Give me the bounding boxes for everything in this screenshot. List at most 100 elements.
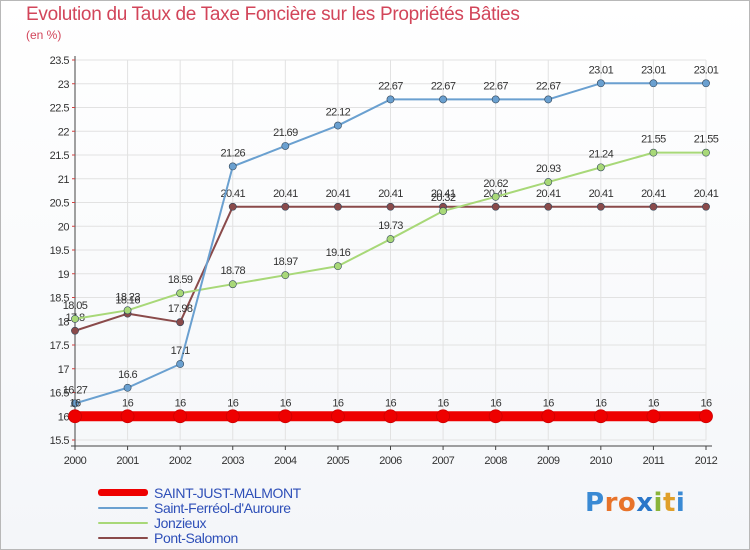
data-label: 20.41 xyxy=(589,188,614,200)
data-point xyxy=(544,202,553,211)
legend-swatch xyxy=(98,489,148,496)
data-label: 22.67 xyxy=(378,80,403,92)
data-label: 20.93 xyxy=(536,163,561,175)
y-tick-label: 20.5 xyxy=(50,198,70,210)
legend-label: Pont-Salomon xyxy=(154,529,238,546)
data-label: 16 xyxy=(332,397,344,409)
data-point xyxy=(123,306,132,315)
y-tick-label: 21 xyxy=(58,174,70,186)
x-tick-label: 2002 xyxy=(169,455,192,467)
data-label: 22.12 xyxy=(326,107,351,119)
logo-letter: t xyxy=(662,488,676,518)
x-tick-label: 2005 xyxy=(327,455,350,467)
data-point xyxy=(176,289,185,298)
data-label: 23.01 xyxy=(641,64,666,76)
y-tick-label: 22 xyxy=(58,126,70,138)
data-point xyxy=(281,202,290,211)
y-tick-label: 16.5 xyxy=(50,388,70,400)
data-point xyxy=(228,162,237,171)
data-point xyxy=(491,95,500,104)
x-tick-label: 2010 xyxy=(590,455,613,467)
data-label: 18.23 xyxy=(115,291,140,303)
x-tick-label: 2011 xyxy=(643,455,665,467)
y-tick-label: 21.5 xyxy=(50,150,70,162)
data-label: 16.27 xyxy=(63,384,88,396)
data-point xyxy=(436,409,450,424)
data-point xyxy=(383,409,398,424)
data-label: 16 xyxy=(227,397,239,409)
data-label: 16.6 xyxy=(118,369,137,381)
data-label: 21.55 xyxy=(641,134,666,146)
y-tick-label: 17.5 xyxy=(50,340,70,352)
x-tick-label: 2006 xyxy=(379,455,402,467)
data-label: 16 xyxy=(648,397,660,409)
data-point xyxy=(544,95,553,104)
data-point xyxy=(646,409,661,424)
data-label: 16 xyxy=(595,397,607,409)
data-point xyxy=(596,79,605,88)
data-point xyxy=(596,163,605,172)
data-point xyxy=(334,202,342,211)
legend-label: Jonzieux xyxy=(154,514,207,531)
data-point xyxy=(173,409,188,424)
data-point xyxy=(544,178,553,186)
data-point xyxy=(68,409,82,424)
data-label: 20.41 xyxy=(694,188,719,200)
y-tick-label: 23 xyxy=(58,79,70,91)
data-label: 16 xyxy=(280,397,292,409)
data-point xyxy=(488,409,503,424)
data-label: 21.26 xyxy=(220,147,245,159)
data-label: 22.67 xyxy=(536,80,561,92)
data-point xyxy=(491,192,500,201)
data-label: 16 xyxy=(490,397,502,409)
legend-item: Jonzieux xyxy=(98,514,301,531)
data-point xyxy=(334,262,342,271)
data-point xyxy=(225,409,240,424)
data-point xyxy=(386,235,395,243)
legend-item: Pont-Salomon xyxy=(98,529,301,546)
data-point xyxy=(123,383,132,392)
x-tick-label: 2008 xyxy=(484,455,507,467)
data-label: 18.97 xyxy=(273,256,298,268)
data-point xyxy=(439,207,447,215)
data-label: 22.67 xyxy=(483,80,508,92)
data-label: 16 xyxy=(69,397,81,409)
x-tick-label: 2012 xyxy=(695,455,718,467)
y-tick-label: 16 xyxy=(58,411,70,423)
data-label: 18.78 xyxy=(220,265,245,277)
data-label: 18.59 xyxy=(168,274,193,286)
data-label: 20.41 xyxy=(326,188,351,200)
data-point xyxy=(649,202,658,211)
data-point xyxy=(702,148,710,157)
y-tick-label: 22.5 xyxy=(50,103,70,115)
data-point xyxy=(71,399,79,408)
data-point xyxy=(334,121,342,130)
data-point xyxy=(176,360,185,368)
legend-item: SAINT-JUST-MALMONT xyxy=(98,484,301,501)
data-point xyxy=(649,148,658,157)
y-tick-label: 23.5 xyxy=(50,55,70,67)
x-tick-label: 2000 xyxy=(64,455,87,467)
chart-title: Evolution du Taux de Taxe Foncière sur l… xyxy=(26,4,520,25)
data-label: 17.1 xyxy=(171,345,190,357)
data-label: 19.73 xyxy=(378,220,403,232)
data-point xyxy=(541,409,556,424)
y-tick-label: 20 xyxy=(58,221,70,233)
data-label: 20.41 xyxy=(641,188,666,200)
x-tick-label: 2001 xyxy=(116,455,139,467)
data-point xyxy=(281,271,290,280)
unit-label: (en %) xyxy=(26,28,62,42)
proxiti-logo: Proxiti xyxy=(585,488,685,518)
y-tick-label: 15.5 xyxy=(50,435,70,447)
x-tick-label: 2003 xyxy=(222,455,245,467)
legend-label: SAINT-JUST-MALMONT xyxy=(154,484,301,501)
legend-swatch xyxy=(98,521,148,524)
legend-swatch xyxy=(98,506,148,509)
data-label: 16 xyxy=(700,397,712,409)
data-label: 21.69 xyxy=(273,127,298,139)
data-label: 21.24 xyxy=(589,148,614,160)
data-label: 21.55 xyxy=(694,134,719,146)
y-tick-label: 19 xyxy=(58,269,70,281)
